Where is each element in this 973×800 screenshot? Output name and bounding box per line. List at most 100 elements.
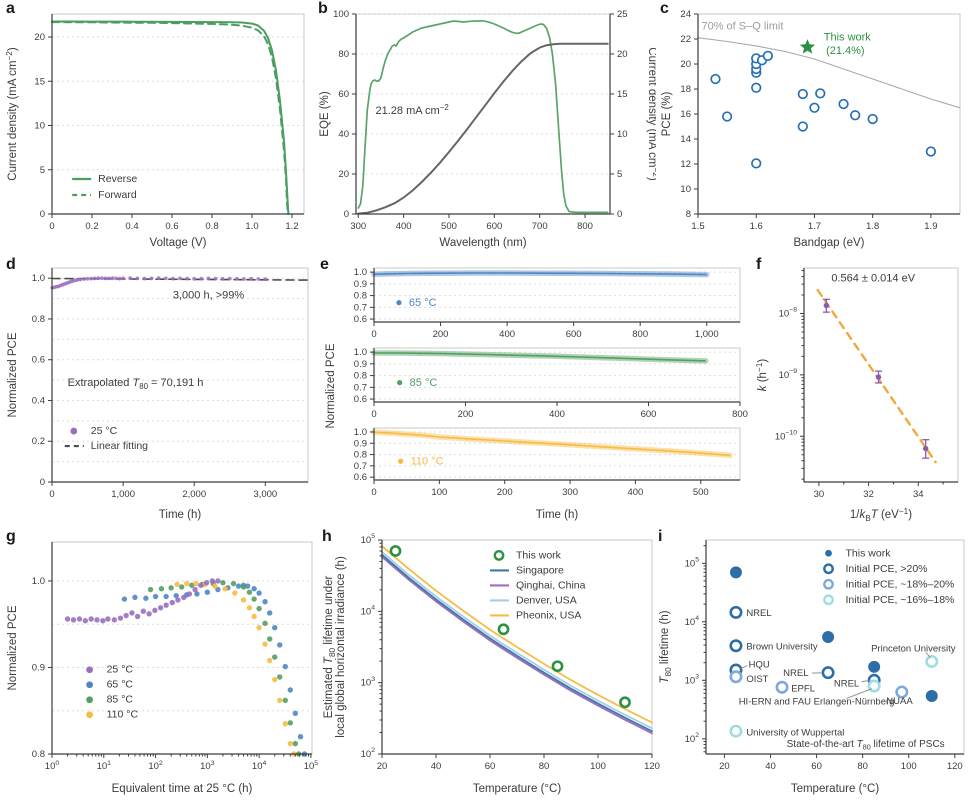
- svg-text:18: 18: [680, 84, 691, 95]
- svg-text:120: 120: [644, 761, 660, 772]
- svg-text:25 °C: 25 °C: [91, 425, 118, 437]
- svg-text:65 °C: 65 °C: [409, 297, 437, 309]
- svg-text:0.8: 0.8: [205, 221, 218, 232]
- panel-d: d 0 1,000 2,000 3,000 0 0.2 0.4 0.6 0.8 1.0 Time (…: [4, 256, 318, 524]
- panel-f: f 30 32 34 10−8 10−9 10−10 1/kBT (eV−1) k (h−1)…: [754, 256, 970, 524]
- svg-text:100: 100: [45, 760, 60, 772]
- svg-text:102: 102: [148, 760, 163, 772]
- svg-text:1.2: 1.2: [285, 221, 298, 232]
- panel-g-chart: 100 101 102 103 104 105 0.8 0.9 1.0 Equivalent ti…: [4, 530, 320, 798]
- panel-i-letter: i: [658, 528, 663, 545]
- svg-text:85 °C: 85 °C: [410, 377, 438, 389]
- svg-text:40: 40: [765, 761, 776, 772]
- panel-i: i 20 40 60 80 100 120 102 103 104 105 Temperature …: [656, 528, 972, 798]
- svg-text:105: 105: [685, 556, 700, 569]
- svg-text:16: 16: [680, 109, 691, 120]
- svg-text:0.8: 0.8: [32, 749, 45, 760]
- svg-text:PCE (%): PCE (%): [661, 91, 673, 136]
- svg-text:65 °C: 65 °C: [107, 679, 134, 691]
- svg-text:10−10: 10−10: [775, 429, 797, 442]
- svg-text:NREL: NREL: [834, 678, 859, 689]
- svg-text:EQE (%): EQE (%): [319, 91, 331, 137]
- svg-text:105: 105: [304, 760, 319, 772]
- svg-text:1.0: 1.0: [354, 347, 367, 358]
- svg-text:80: 80: [857, 761, 868, 772]
- svg-text:OIST: OIST: [746, 673, 768, 684]
- svg-text:0.2: 0.2: [32, 436, 45, 447]
- svg-text:60: 60: [485, 761, 496, 772]
- svg-text:0.2: 0.2: [85, 221, 98, 232]
- svg-text:104: 104: [685, 614, 700, 627]
- svg-text:22: 22: [680, 34, 691, 45]
- svg-text:1.0: 1.0: [354, 267, 367, 278]
- svg-text:1.9: 1.9: [924, 221, 937, 232]
- svg-text:local global horizontal irradi: local global horizontal irradiance (h): [335, 556, 347, 738]
- svg-text:Princeton University: Princeton University: [871, 643, 956, 654]
- svg-text:104: 104: [252, 760, 267, 772]
- svg-text:Voltage (V): Voltage (V): [150, 237, 207, 249]
- svg-text:Brown University: Brown University: [746, 641, 818, 652]
- svg-text:0.8: 0.8: [354, 290, 367, 301]
- svg-text:EPFL: EPFL: [791, 683, 815, 694]
- panel-g: g 100 101 102 103 104 105 0.8 0.9 1.0 Equivalent …: [4, 528, 320, 798]
- svg-text:0: 0: [617, 209, 622, 220]
- svg-text:25: 25: [617, 9, 628, 20]
- panel-c-letter: c: [660, 0, 669, 17]
- svg-text:Singapore: Singapore: [516, 564, 564, 576]
- svg-text:0.9: 0.9: [354, 438, 367, 449]
- panel-g-letter: g: [6, 528, 16, 545]
- panel-h-chart: 20 40 60 80 100 120 102 103 104 105 Temperature (°…: [320, 530, 660, 798]
- svg-text:600: 600: [486, 221, 502, 232]
- svg-text:103: 103: [200, 760, 215, 772]
- svg-text:10: 10: [617, 129, 628, 140]
- svg-text:NUAA: NUAA: [886, 696, 913, 707]
- svg-text:100: 100: [333, 9, 349, 20]
- svg-text:101: 101: [97, 760, 112, 772]
- svg-text:0: 0: [40, 209, 45, 220]
- svg-text:k (h−1): k (h−1): [755, 359, 769, 392]
- svg-text:110 °C: 110 °C: [411, 456, 444, 468]
- panel-h: h 20 40 60 80 100 120 102 103 104 105 Temperature …: [320, 528, 660, 798]
- svg-text:800: 800: [577, 221, 593, 232]
- svg-text:10: 10: [34, 120, 45, 131]
- svg-text:Normalized PCE: Normalized PCE: [7, 605, 19, 690]
- svg-text:Qinghai, China: Qinghai, China: [516, 579, 586, 591]
- panel-e-letter: e: [320, 256, 329, 273]
- svg-text:This work: This work: [516, 549, 562, 561]
- panel-d-chart: 0 1,000 2,000 3,000 0 0.2 0.4 0.6 0.8 1.0 Time (h)…: [4, 258, 318, 524]
- svg-text:0: 0: [40, 477, 45, 488]
- svg-text:15: 15: [34, 76, 45, 87]
- svg-text:University of Wuppertal: University of Wuppertal: [746, 727, 844, 738]
- svg-text:0.4: 0.4: [125, 221, 138, 232]
- svg-text:8: 8: [686, 209, 691, 220]
- svg-text:600: 600: [641, 409, 657, 420]
- svg-text:HI-ERN and FAU Erlangen-Nürnbe: HI-ERN and FAU Erlangen-Nürnberg: [739, 696, 895, 707]
- svg-text:1/kBT (eV−1): 1/kBT (eV−1): [850, 507, 912, 523]
- svg-text:Pheonix, USA: Pheonix, USA: [516, 609, 581, 621]
- svg-text:40: 40: [338, 129, 349, 140]
- svg-text:103: 103: [685, 673, 700, 686]
- panel-h-letter: h: [322, 528, 332, 545]
- svg-text:Linear fitting: Linear fitting: [91, 440, 148, 452]
- svg-text:2,000: 2,000: [182, 489, 206, 500]
- svg-text:0: 0: [344, 209, 349, 220]
- svg-text:0.8: 0.8: [354, 370, 367, 381]
- svg-text:80: 80: [539, 761, 550, 772]
- svg-text:0.9: 0.9: [354, 358, 367, 369]
- svg-text:Current density (mA cm−2): Current density (mA cm−2): [5, 47, 19, 181]
- svg-text:400: 400: [396, 221, 412, 232]
- panel-e-chart-110c: 0 100 200 300 400 500 0.6 0.7 0.8 0.9 1.0 Time (h) 1…: [334, 424, 754, 524]
- svg-text:0.6: 0.6: [32, 354, 45, 365]
- svg-text:103: 103: [361, 675, 376, 688]
- panel-c: c 1.5 1.6 1.7 1.8 1.9 8 10 12 14 16 18 20 22 24 Bandga…: [658, 0, 970, 252]
- svg-text:0.564 ± 0.014 eV: 0.564 ± 0.014 eV: [831, 273, 915, 285]
- svg-text:Initial PCE, >20%: Initial PCE, >20%: [846, 563, 928, 575]
- svg-text:3,000 h, >99%: 3,000 h, >99%: [173, 290, 244, 302]
- svg-text:20: 20: [338, 169, 349, 180]
- svg-text:20: 20: [680, 59, 691, 70]
- svg-text:State-of-the-art T80 lifetime: State-of-the-art T80 lifetime of PSCs: [787, 738, 945, 751]
- svg-text:700: 700: [532, 221, 548, 232]
- svg-text:20: 20: [377, 761, 388, 772]
- svg-text:5: 5: [617, 169, 622, 180]
- svg-text:1.5: 1.5: [691, 221, 704, 232]
